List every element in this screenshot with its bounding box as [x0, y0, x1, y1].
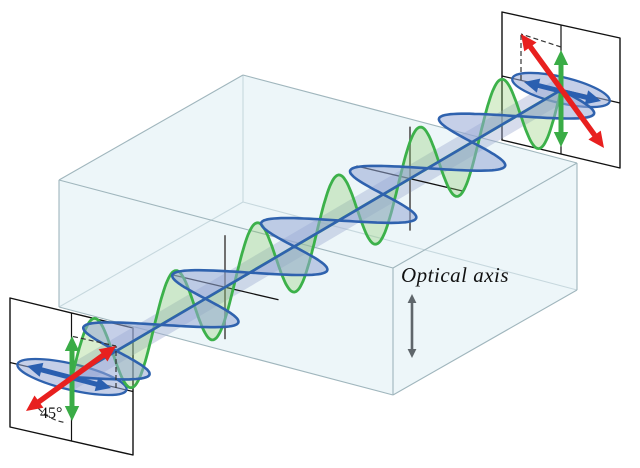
blue-wave: [70, 88, 596, 381]
angle-45-label: 45°: [40, 405, 63, 422]
output-polarization-arrows: [521, 34, 604, 148]
input-polarization-arrows: [26, 336, 116, 421]
optical-axis-arrow: [407, 294, 417, 358]
dashed-projections: [37, 33, 562, 424]
optical-axis-label: Optical axis: [401, 263, 510, 287]
